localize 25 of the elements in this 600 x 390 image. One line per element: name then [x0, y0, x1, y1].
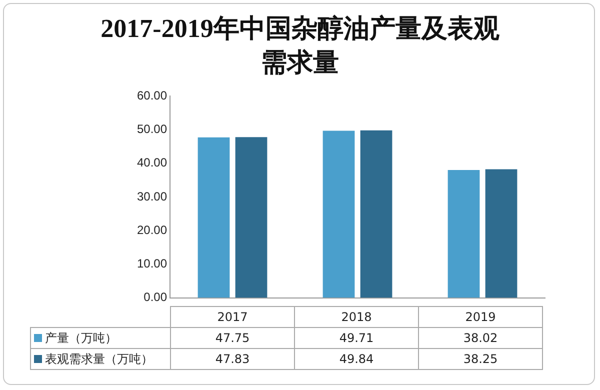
bar: [360, 130, 392, 298]
data-label: 49.71: [294, 328, 418, 348]
x-tick-label: 2017: [170, 306, 294, 328]
y-tick-label: 50.00: [136, 122, 168, 136]
y-tick-label: 0.00: [144, 290, 168, 304]
data-label: 38.02: [418, 328, 542, 348]
y-tick-label: 20.00: [136, 222, 168, 237]
bar: [485, 169, 518, 298]
y-tick-label: 10.00: [136, 256, 168, 271]
bar: [198, 137, 230, 298]
bar: [235, 137, 268, 298]
bar: [322, 130, 355, 298]
data-label: 38.25: [418, 348, 542, 370]
data-label: 47.83: [170, 348, 294, 370]
data-label: 47.75: [170, 328, 294, 348]
chart-title: 2017-2019年中国杂醇油产量及表观需求量: [100, 13, 500, 79]
data-label: 49.84: [294, 348, 418, 370]
legend-label: 产量（万吨）: [30, 328, 170, 348]
legend-label: 表观需求量（万吨）: [30, 348, 170, 370]
x-tick-label: 2018: [294, 306, 418, 328]
y-tick-label: 40.00: [136, 156, 168, 170]
x-tick-label: 2019: [418, 306, 542, 328]
y-tick-label: 60.00: [136, 88, 168, 103]
bar: [448, 170, 480, 298]
y-tick-label: 30.00: [136, 189, 168, 204]
